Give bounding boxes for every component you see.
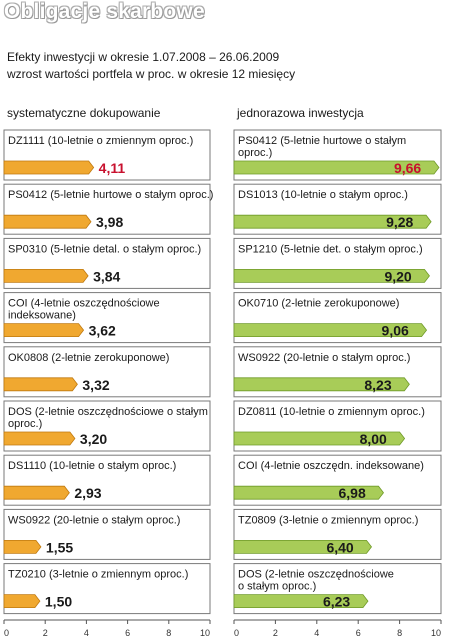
right-x-tick-label: 4 <box>314 628 319 638</box>
left-bar <box>3 214 92 229</box>
right-category-label: COI (4-letnie oszczędn. indeksowane) <box>238 460 424 472</box>
left-value-label: 3,62 <box>89 323 116 339</box>
left-item-frame <box>3 563 211 615</box>
right-value-label: 9,66 <box>394 160 421 176</box>
right-bar <box>233 377 410 392</box>
left-bar <box>3 269 89 283</box>
right-bar <box>233 431 406 446</box>
left-category-label: DZ1111 (10-letnie o zmiennym oproc.) <box>8 135 193 147</box>
right-item-frame <box>233 129 442 181</box>
right-x-tick-label: 8 <box>397 628 402 638</box>
left-bar <box>3 323 85 337</box>
left-x-tick-label: 2 <box>43 628 48 638</box>
right-item-frame <box>233 292 442 344</box>
left-item-frame <box>3 400 211 452</box>
left-category-label: indeksowane) <box>8 310 76 322</box>
left-category-label: DOS (2-letnie oszczędnościowe o stałym <box>8 406 208 418</box>
right-bar <box>233 269 430 283</box>
left-value-label: 3,98 <box>96 214 123 230</box>
left-bar <box>3 160 95 175</box>
left-category-label: PS0412 (5-letnie hurtowe o stałym oproc.… <box>8 189 213 201</box>
right-value-label: 6,98 <box>338 485 365 501</box>
left-bar <box>3 540 42 554</box>
right-value-label: 6,40 <box>326 539 353 555</box>
right-bar <box>233 160 440 175</box>
left-category-label: oproc.) <box>8 418 42 430</box>
right-item-frame <box>233 237 442 289</box>
left-x-tick-label: 0 <box>4 628 9 638</box>
right-value-label: 6,23 <box>323 594 350 610</box>
chart-title: Obligacje skarbowe <box>4 0 205 23</box>
right-value-label: 9,20 <box>384 268 411 284</box>
left-item-frame <box>3 454 211 506</box>
right-bar <box>233 485 384 500</box>
left-value-label: 3,20 <box>80 431 107 447</box>
left-x-tick-label: 4 <box>84 628 89 638</box>
left-bar <box>3 485 70 500</box>
right-value-label: 8,23 <box>364 377 391 393</box>
left-value-label: 3,84 <box>93 268 120 284</box>
right-bar <box>233 214 432 229</box>
left-value-label: 4,11 <box>99 160 126 176</box>
left-category-label: DS1110 (10-letnie o stałym oproc.) <box>8 460 176 472</box>
left-bar <box>3 594 41 608</box>
right-x-tick-label: 2 <box>273 628 278 638</box>
right-x-tick-label: 0 <box>234 628 239 638</box>
left-value-label: 1,50 <box>45 594 72 610</box>
left-item-frame <box>3 508 211 560</box>
left-item-frame <box>3 292 211 344</box>
right-item-frame <box>233 563 442 615</box>
right-value-label: 8,00 <box>360 431 387 447</box>
right-category-label: DOS (2-letnie oszczędnościowe <box>238 569 394 581</box>
left-item-frame <box>3 129 211 181</box>
right-item-frame <box>233 454 442 506</box>
right-category-label: PS0412 (5-letnie hurtowe o stałym <box>238 135 406 147</box>
left-category-label: COI (4-letnie oszczędnościowe <box>8 298 160 310</box>
left-category-label: TZ0210 (3-letnie o zmiennym oproc.) <box>8 569 188 581</box>
left-item-frame <box>3 183 211 235</box>
right-category-label: WS0922 (20-letnie o stałym oproc.) <box>238 352 410 364</box>
right-category-label: DZ0811 (10-letnie o zmiennym oproc.) <box>238 406 425 418</box>
right-item-frame <box>233 400 442 452</box>
right-panel-title: jednorazowa inwestycja <box>237 106 364 120</box>
left-bar <box>3 377 78 392</box>
chart-subtitle-period: Efekty inwestycji w okresie 1.07.2008 – … <box>7 50 280 64</box>
chart-subtitle-description: wzrost wartości portfela w proc. w okres… <box>7 67 296 81</box>
left-x-tick-label: 6 <box>125 628 130 638</box>
right-x-tick-label: 6 <box>356 628 361 638</box>
right-x-tick-label: 10 <box>431 628 441 638</box>
left-bar <box>3 431 76 446</box>
left-value-label: 3,32 <box>82 377 109 393</box>
right-category-label: TZ0809 (3-letnie o zmiennym oproc.) <box>238 514 418 526</box>
left-category-label: SP0310 (5-letnie detal. o stałym oproc.) <box>8 243 201 255</box>
left-value-label: 1,55 <box>46 539 73 555</box>
right-category-label: oproc.) <box>238 147 272 159</box>
right-category-label: SP1210 (5-letnie det. o stałym oproc.) <box>238 243 423 255</box>
right-bar <box>233 540 372 554</box>
left-item-frame <box>3 346 211 398</box>
left-item-frame <box>3 237 211 289</box>
right-item-frame <box>233 508 442 560</box>
right-bar <box>233 323 428 337</box>
right-value-label: 9,28 <box>386 214 413 230</box>
left-category-label: OK0808 (2-letnie zerokuponowe) <box>8 352 169 364</box>
right-item-frame <box>233 183 442 235</box>
left-x-tick-label: 8 <box>166 628 171 638</box>
right-category-label: o stałym oproc.) <box>238 581 316 593</box>
left-value-label: 2,93 <box>74 485 101 501</box>
right-category-label: OK0710 (2-letnie zerokuponowe) <box>238 298 399 310</box>
right-bar <box>233 594 369 608</box>
left-x-tick-label: 10 <box>200 628 210 638</box>
right-category-label: DS1013 (10-letnie o stałym oproc.) <box>238 189 408 201</box>
left-panel-title: systematyczne dokupowanie <box>7 106 161 120</box>
right-value-label: 9,06 <box>382 323 409 339</box>
left-category-label: WS0922 (20-letnie o stałym oproc.) <box>8 514 180 526</box>
right-item-frame <box>233 346 442 398</box>
